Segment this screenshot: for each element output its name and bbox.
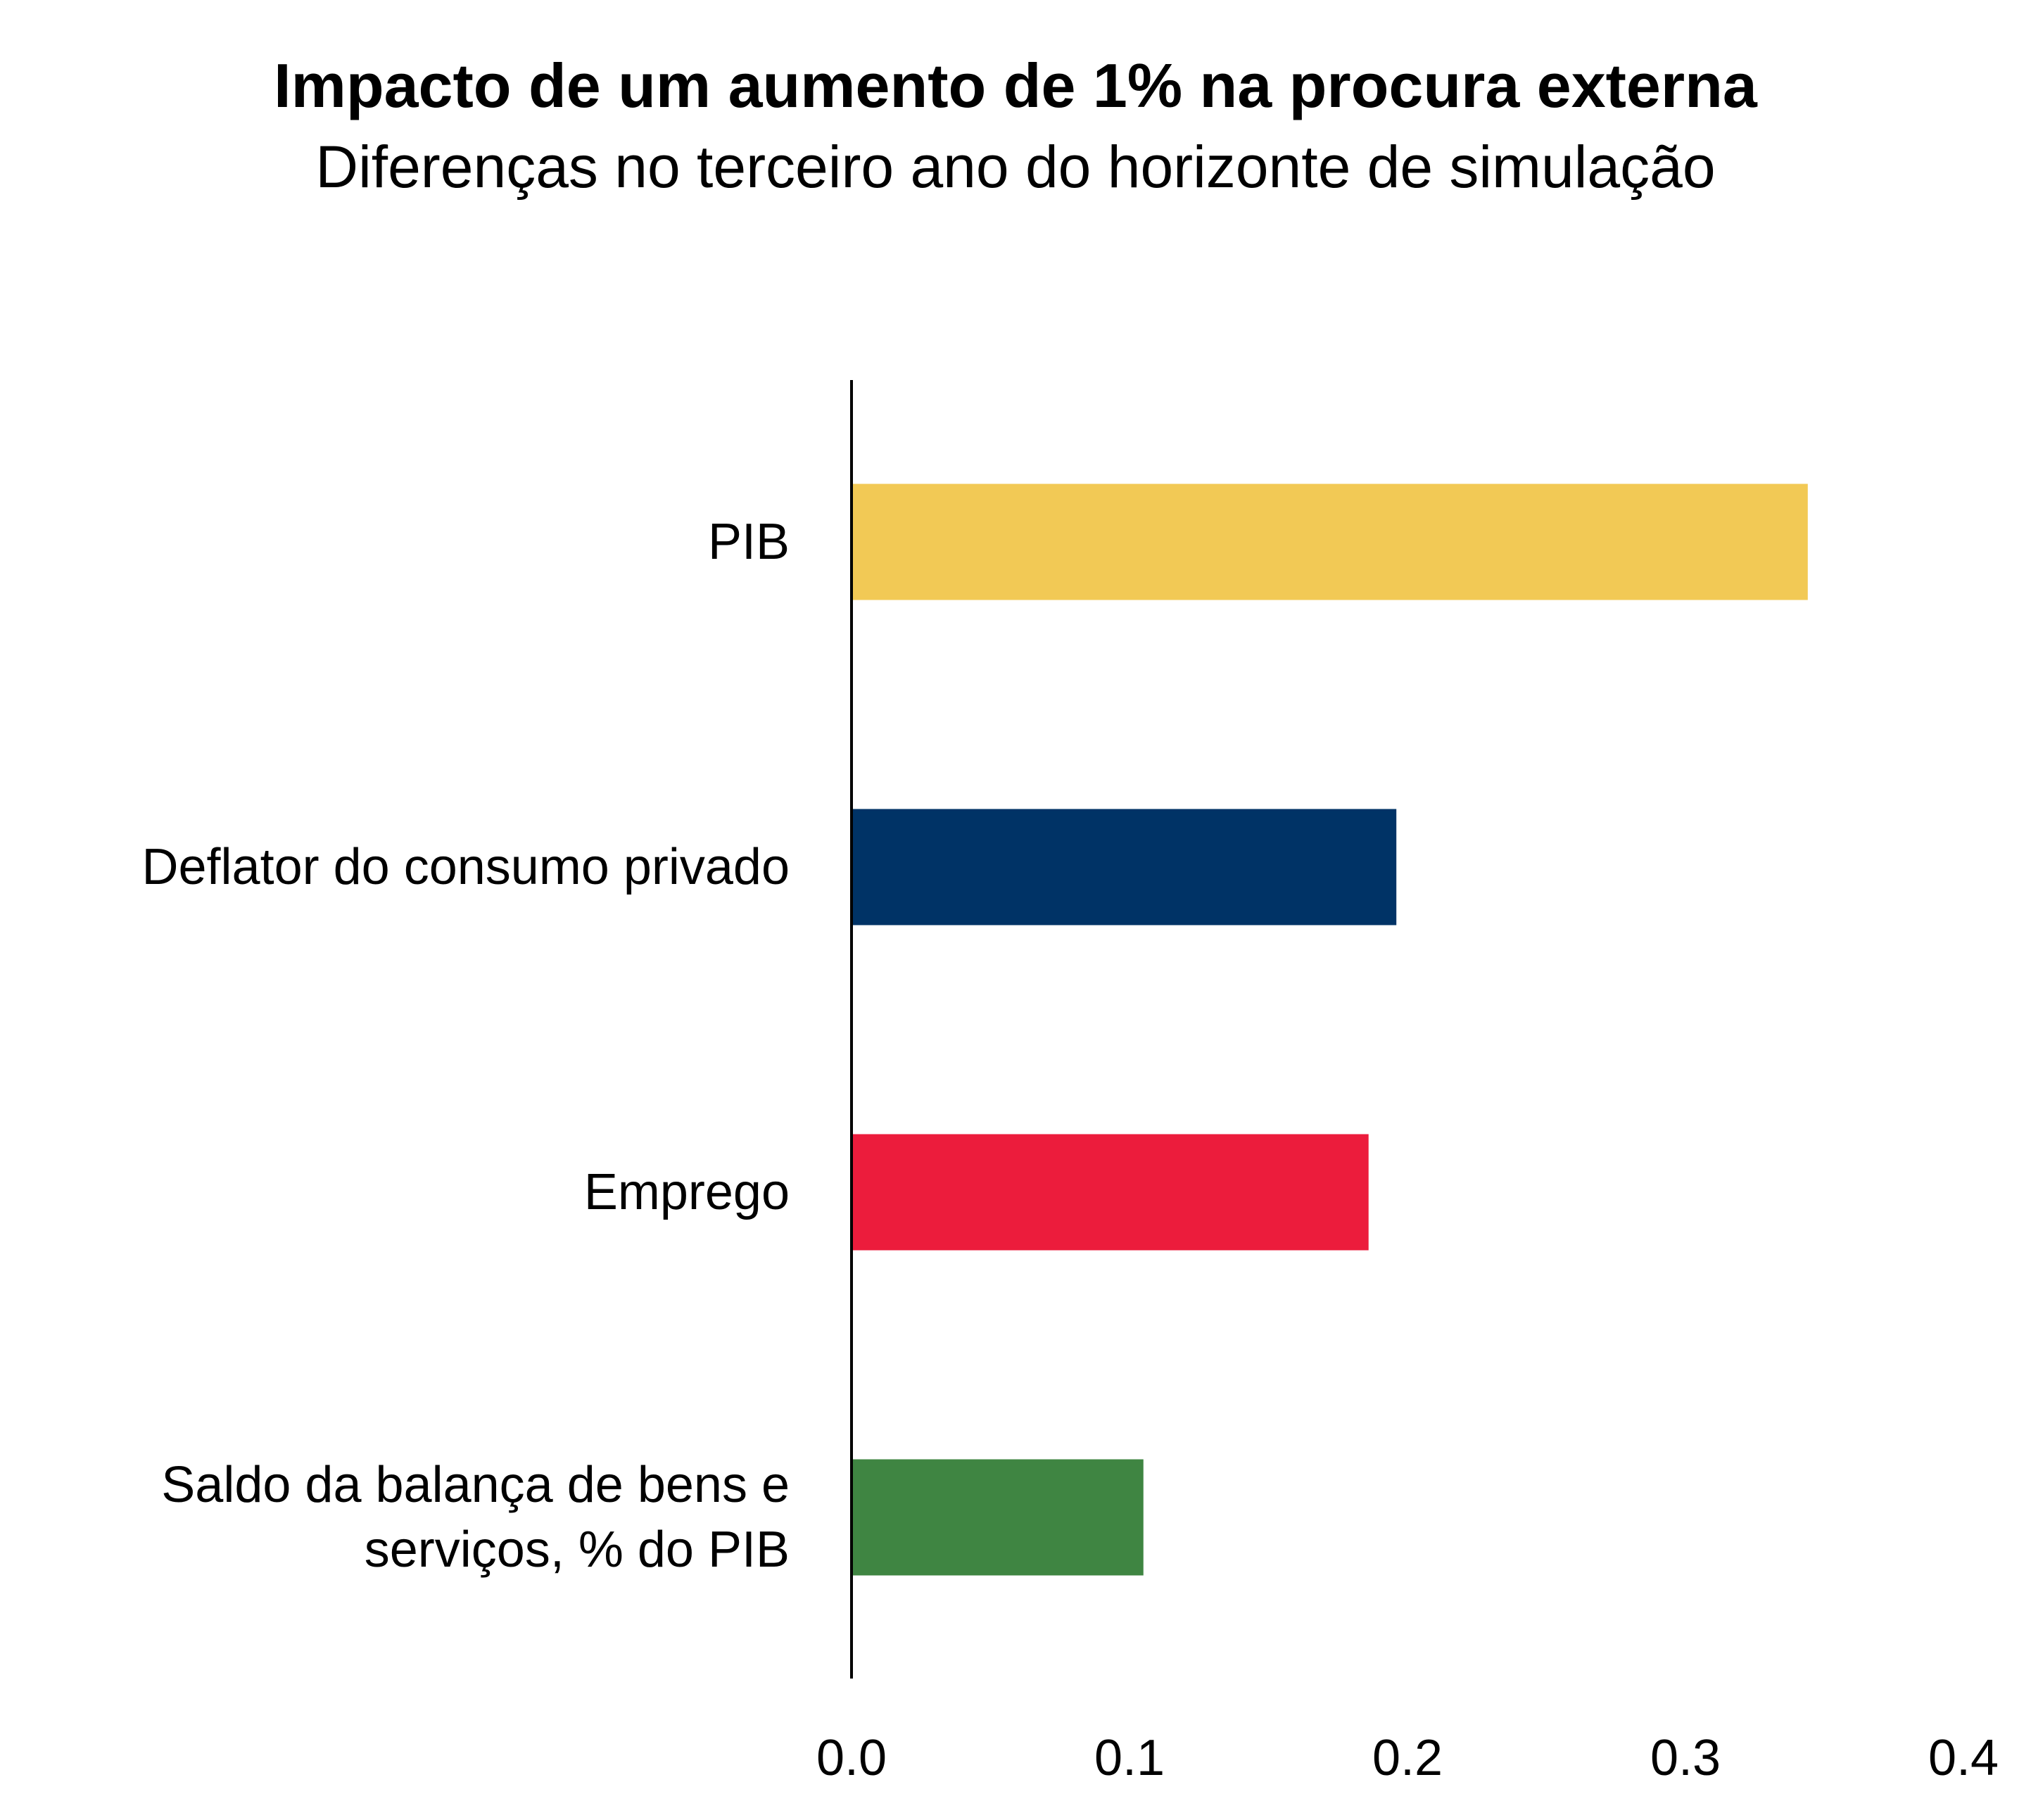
- category-label-0: PIB: [708, 514, 790, 570]
- bar-0: [852, 484, 1808, 600]
- category-label-line: Emprego: [584, 1164, 790, 1220]
- bar-3: [852, 1459, 1144, 1576]
- bar-1: [852, 809, 1397, 925]
- x-tick-label-0: 0.0: [816, 1730, 887, 1786]
- category-label-2: Emprego: [584, 1164, 790, 1220]
- x-tick-label-3: 0.3: [1650, 1730, 1721, 1786]
- x-tick-label-2: 0.2: [1372, 1730, 1443, 1786]
- category-label-line: serviços, % do PIB: [365, 1522, 790, 1578]
- bar-2: [852, 1134, 1369, 1251]
- x-tick-label-1: 0.1: [1094, 1730, 1165, 1786]
- chart-title: Impacto de um aumento de 1% na procura e…: [274, 51, 1757, 120]
- category-label-line: Saldo da balança de bens e: [161, 1457, 790, 1513]
- category-label-line: Deflator do consumo privado: [142, 839, 790, 895]
- category-label-line: PIB: [708, 514, 790, 570]
- x-tick-label-4: 0.4: [1928, 1730, 1999, 1786]
- chart-subtitle: Diferenças no terceiro ano do horizonte …: [315, 134, 1716, 200]
- chart-title-block: Impacto de um aumento de 1% na procura e…: [0, 49, 2031, 206]
- category-label-3: Saldo da balança de bens e serviços, % do…: [161, 1457, 790, 1578]
- category-label-1: Deflator do consumo privado: [142, 839, 790, 895]
